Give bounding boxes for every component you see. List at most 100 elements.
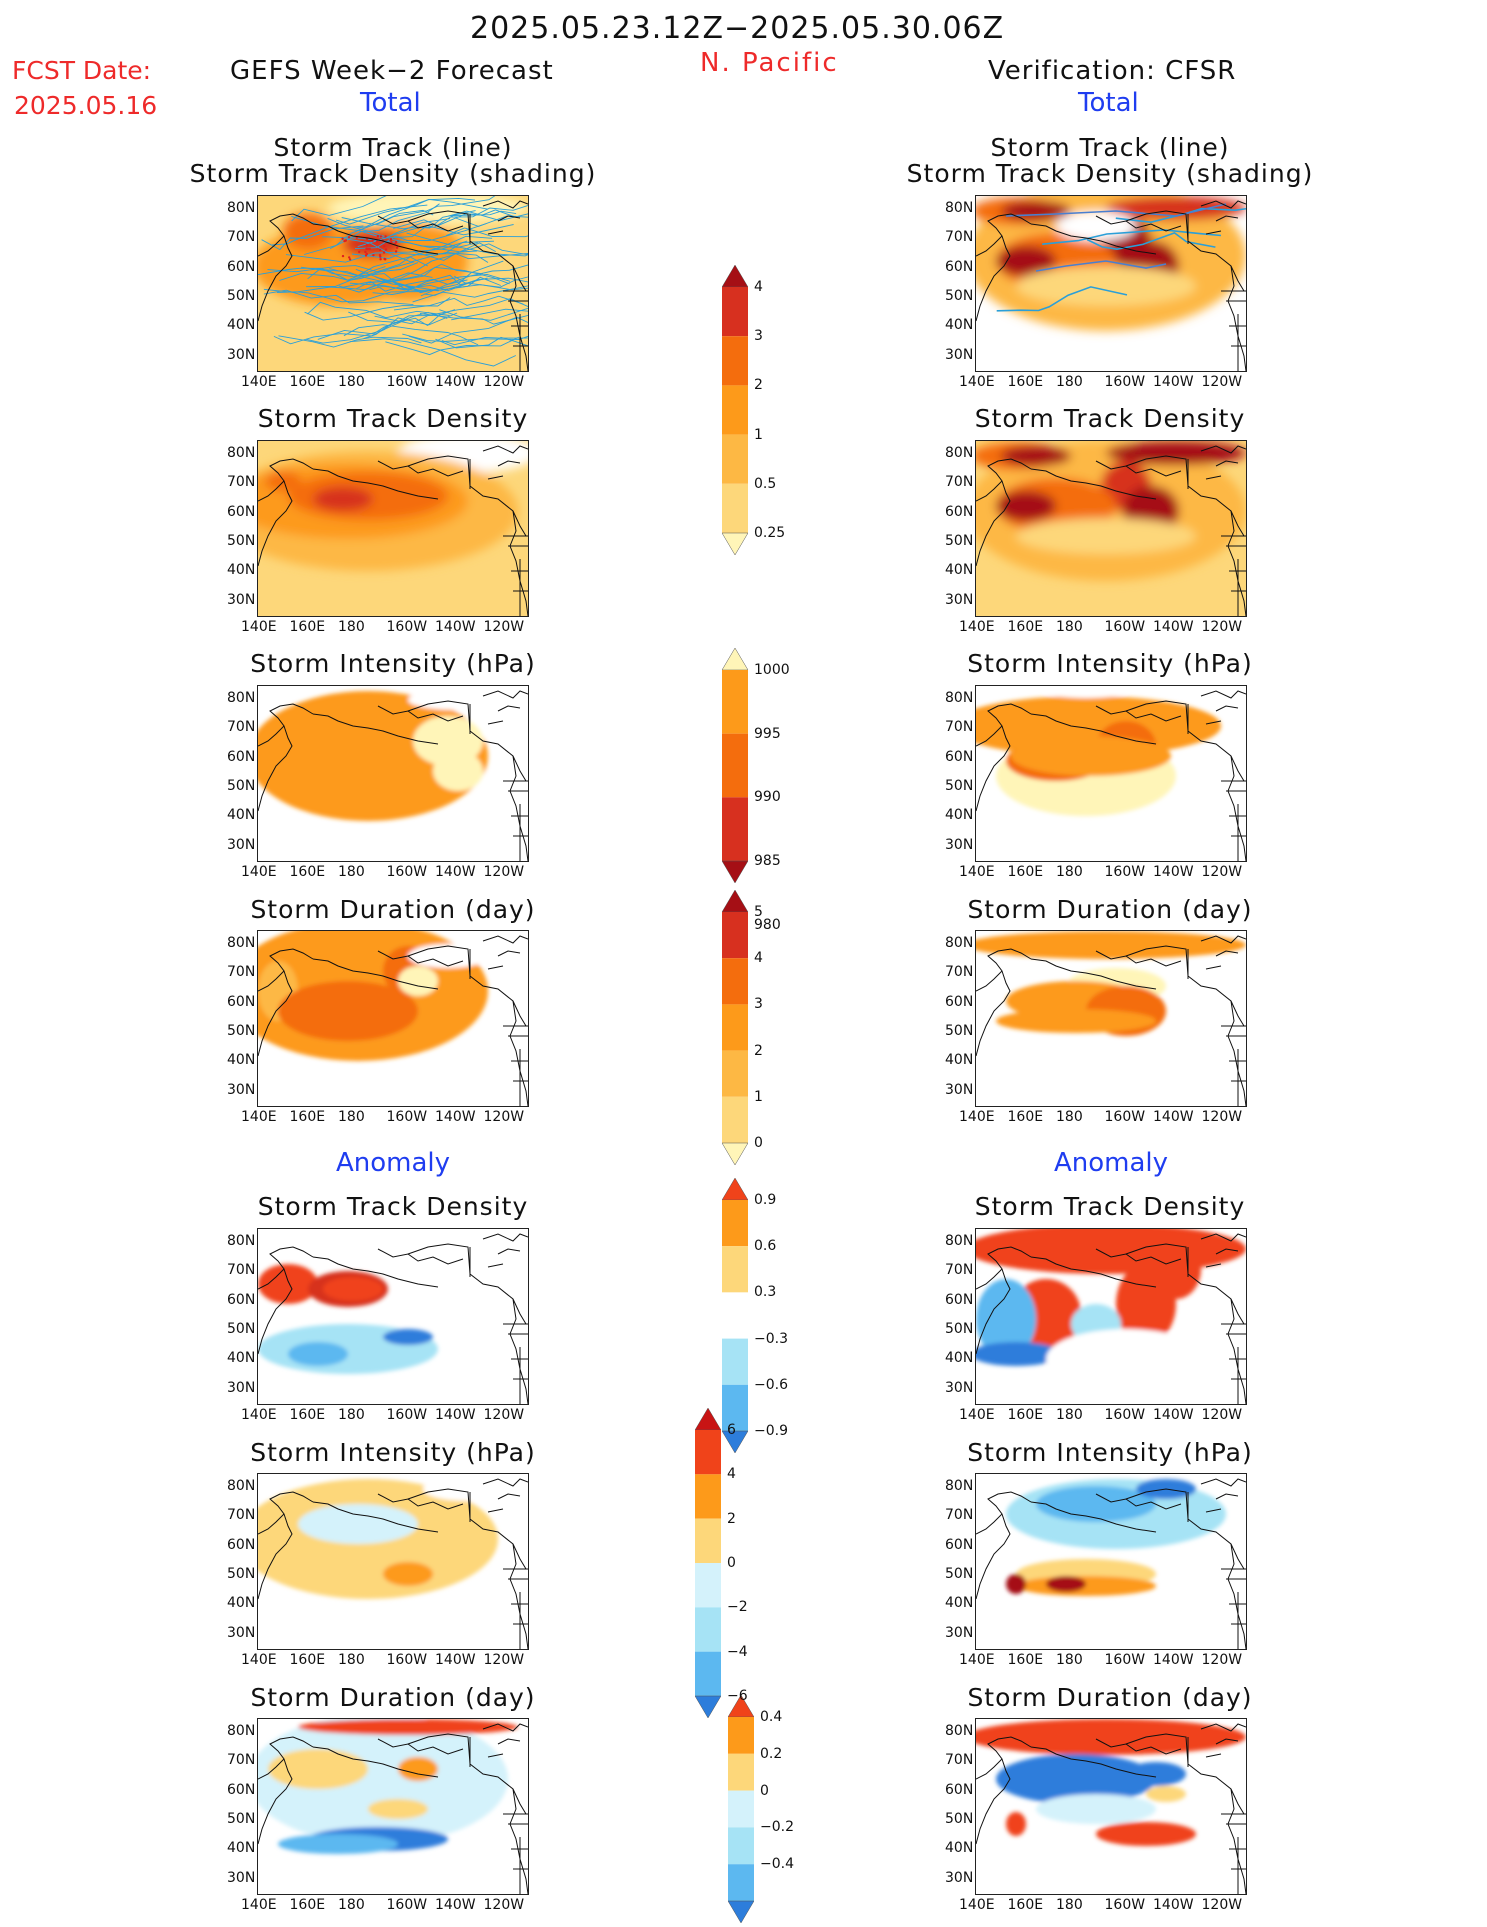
lon-tick: 160E [1007, 1407, 1044, 1423]
lon-tick: 140E [959, 619, 995, 635]
colorbar-label: 1000 [754, 662, 790, 678]
lat-tick: 50N [227, 1810, 256, 1827]
lat-tick: 80N [227, 200, 256, 216]
lon-tick: 180 [338, 1652, 365, 1668]
lat-tick: 60N [945, 1291, 974, 1308]
colorbar-label: 0.25 [754, 525, 786, 541]
lon-tick: 160E [1007, 864, 1044, 880]
lon-tick: 160E [289, 864, 326, 880]
lat-tick: 60N [945, 993, 974, 1010]
lon-tick: 140E [959, 1652, 995, 1668]
left-anomaly-label: Anomaly [336, 1148, 451, 1178]
lon-tick: 120W [483, 619, 525, 635]
lat-tick: 50N [227, 287, 256, 304]
lat-tick: 60N [227, 748, 256, 765]
lon-tick: 180 [338, 1407, 365, 1423]
left-total-label: Total [360, 88, 421, 118]
lat-tick: 30N [945, 1379, 974, 1396]
lon-tick: 140W [435, 619, 476, 635]
colorbar-label: 4 [727, 1466, 736, 1483]
lat-tick: 70N [227, 474, 256, 491]
colorbar-label: 3 [754, 328, 763, 345]
lat-tick: 80N [945, 690, 974, 706]
lon-tick: 160W [386, 1407, 428, 1423]
map-left-track [257, 195, 529, 372]
title-left-track-shading: Storm Track Density (shading) [189, 159, 597, 188]
lat-tick: 30N [945, 346, 974, 363]
lat-tick: 40N [945, 1595, 974, 1612]
colorbar-label: 0 [727, 1555, 736, 1571]
lat-tick: 70N [227, 229, 256, 246]
lat-tick: 60N [945, 258, 974, 275]
lon-tick: 140W [1153, 864, 1194, 880]
lat-tick: 80N [945, 1478, 974, 1494]
lat-tick: 70N [945, 474, 974, 491]
lat-tick: 30N [945, 1081, 974, 1098]
lat-tick: 30N [945, 1624, 974, 1641]
colorbar-duration [721, 889, 749, 1166]
lon-tick: 180 [338, 864, 365, 880]
lon-tick: 140W [1153, 1407, 1194, 1423]
lon-tick: 140E [241, 864, 277, 880]
lon-tick: 120W [1201, 1109, 1243, 1125]
colorbar-label: 2 [754, 377, 763, 394]
lat-tick: 80N [945, 1723, 974, 1739]
colorbar-label: 4 [754, 950, 763, 967]
lon-tick: 140W [435, 1897, 476, 1913]
lon-tick: 140W [1153, 374, 1194, 390]
lon-tick: 140W [1153, 619, 1194, 635]
lon-tick: 140W [435, 374, 476, 390]
colorbar-label: 0.4 [760, 1709, 783, 1725]
colorbar-label: 0.5 [754, 475, 777, 492]
title-right-duration: Storm Duration (day) [967, 895, 1253, 924]
lat-tick: 30N [227, 1379, 256, 1396]
lat-tick: 40N [945, 1052, 974, 1069]
lon-tick: 140E [241, 374, 277, 390]
lat-tick: 50N [945, 287, 974, 304]
lon-tick: 160W [1104, 374, 1146, 390]
lon-tick: 160W [386, 1897, 428, 1913]
lat-tick: 50N [945, 1810, 974, 1827]
lon-tick: 160W [386, 1109, 428, 1125]
colorbar-label: 6 [727, 1422, 736, 1438]
map-left-intensity [257, 685, 529, 862]
lat-tick: 80N [227, 445, 256, 461]
title-right-anom-intensity: Storm Intensity (hPa) [967, 1438, 1253, 1467]
colorbar-label: 0.9 [754, 1192, 777, 1208]
lon-tick: 160E [289, 1109, 326, 1125]
lat-tick: 30N [227, 346, 256, 363]
colorbar-label: 980 [754, 916, 781, 933]
lon-tick: 160W [1104, 1897, 1146, 1913]
lon-tick: 160E [1007, 374, 1044, 390]
lat-tick: 70N [945, 1262, 974, 1279]
lat-tick: 60N [227, 1781, 256, 1798]
colorbar-label: −0.9 [754, 1423, 788, 1439]
lat-tick: 70N [945, 1752, 974, 1769]
lat-tick: 60N [945, 1781, 974, 1798]
right-anomaly-label: Anomaly [1054, 1148, 1169, 1178]
lon-tick: 140E [959, 374, 995, 390]
lat-tick: 70N [945, 1507, 974, 1524]
lat-tick: 70N [945, 229, 974, 246]
colorbar-label: −0.4 [760, 1856, 794, 1873]
lon-tick: 160E [289, 619, 326, 635]
colorbar-label: 4 [754, 279, 763, 295]
lat-tick: 60N [945, 748, 974, 765]
lon-tick: 160E [1007, 619, 1044, 635]
lon-tick: 140E [241, 619, 277, 635]
lon-tick: 160E [289, 1652, 326, 1668]
lon-tick: 160E [289, 374, 326, 390]
lon-tick: 180 [1056, 1897, 1083, 1913]
colorbar-label: −0.6 [754, 1376, 788, 1393]
lon-tick: 160E [1007, 1652, 1044, 1668]
title-right-anom-density: Storm Track Density [974, 1192, 1246, 1221]
colorbar-label: 990 [754, 789, 781, 806]
lon-tick: 160E [1007, 1897, 1044, 1913]
map-right-intensity [975, 685, 1247, 862]
map-right-anom-duration [975, 1718, 1247, 1895]
lon-tick: 180 [1056, 374, 1083, 390]
lon-tick: 140W [435, 864, 476, 880]
map-right-anom-density [975, 1228, 1247, 1405]
lon-tick: 120W [1201, 1407, 1243, 1423]
lat-tick: 70N [227, 1507, 256, 1524]
